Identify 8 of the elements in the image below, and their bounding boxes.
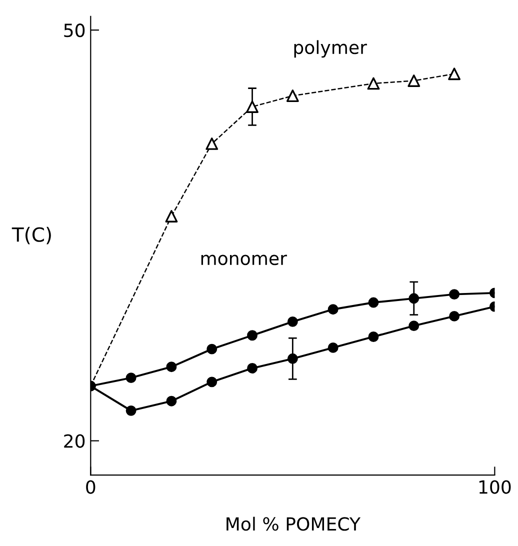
y-tick-label: 20: [64, 434, 85, 448]
x-tick-label: 0: [86, 480, 96, 494]
x-axis-title: Mol % POMECY: [226, 516, 361, 531]
annotation: monomer: [201, 254, 287, 266]
x-tick-label: 100: [479, 480, 511, 494]
y-tick-label: 50: [64, 24, 85, 38]
annotation: polymer: [294, 40, 367, 58]
y-axis-title: T(C): [12, 226, 51, 244]
